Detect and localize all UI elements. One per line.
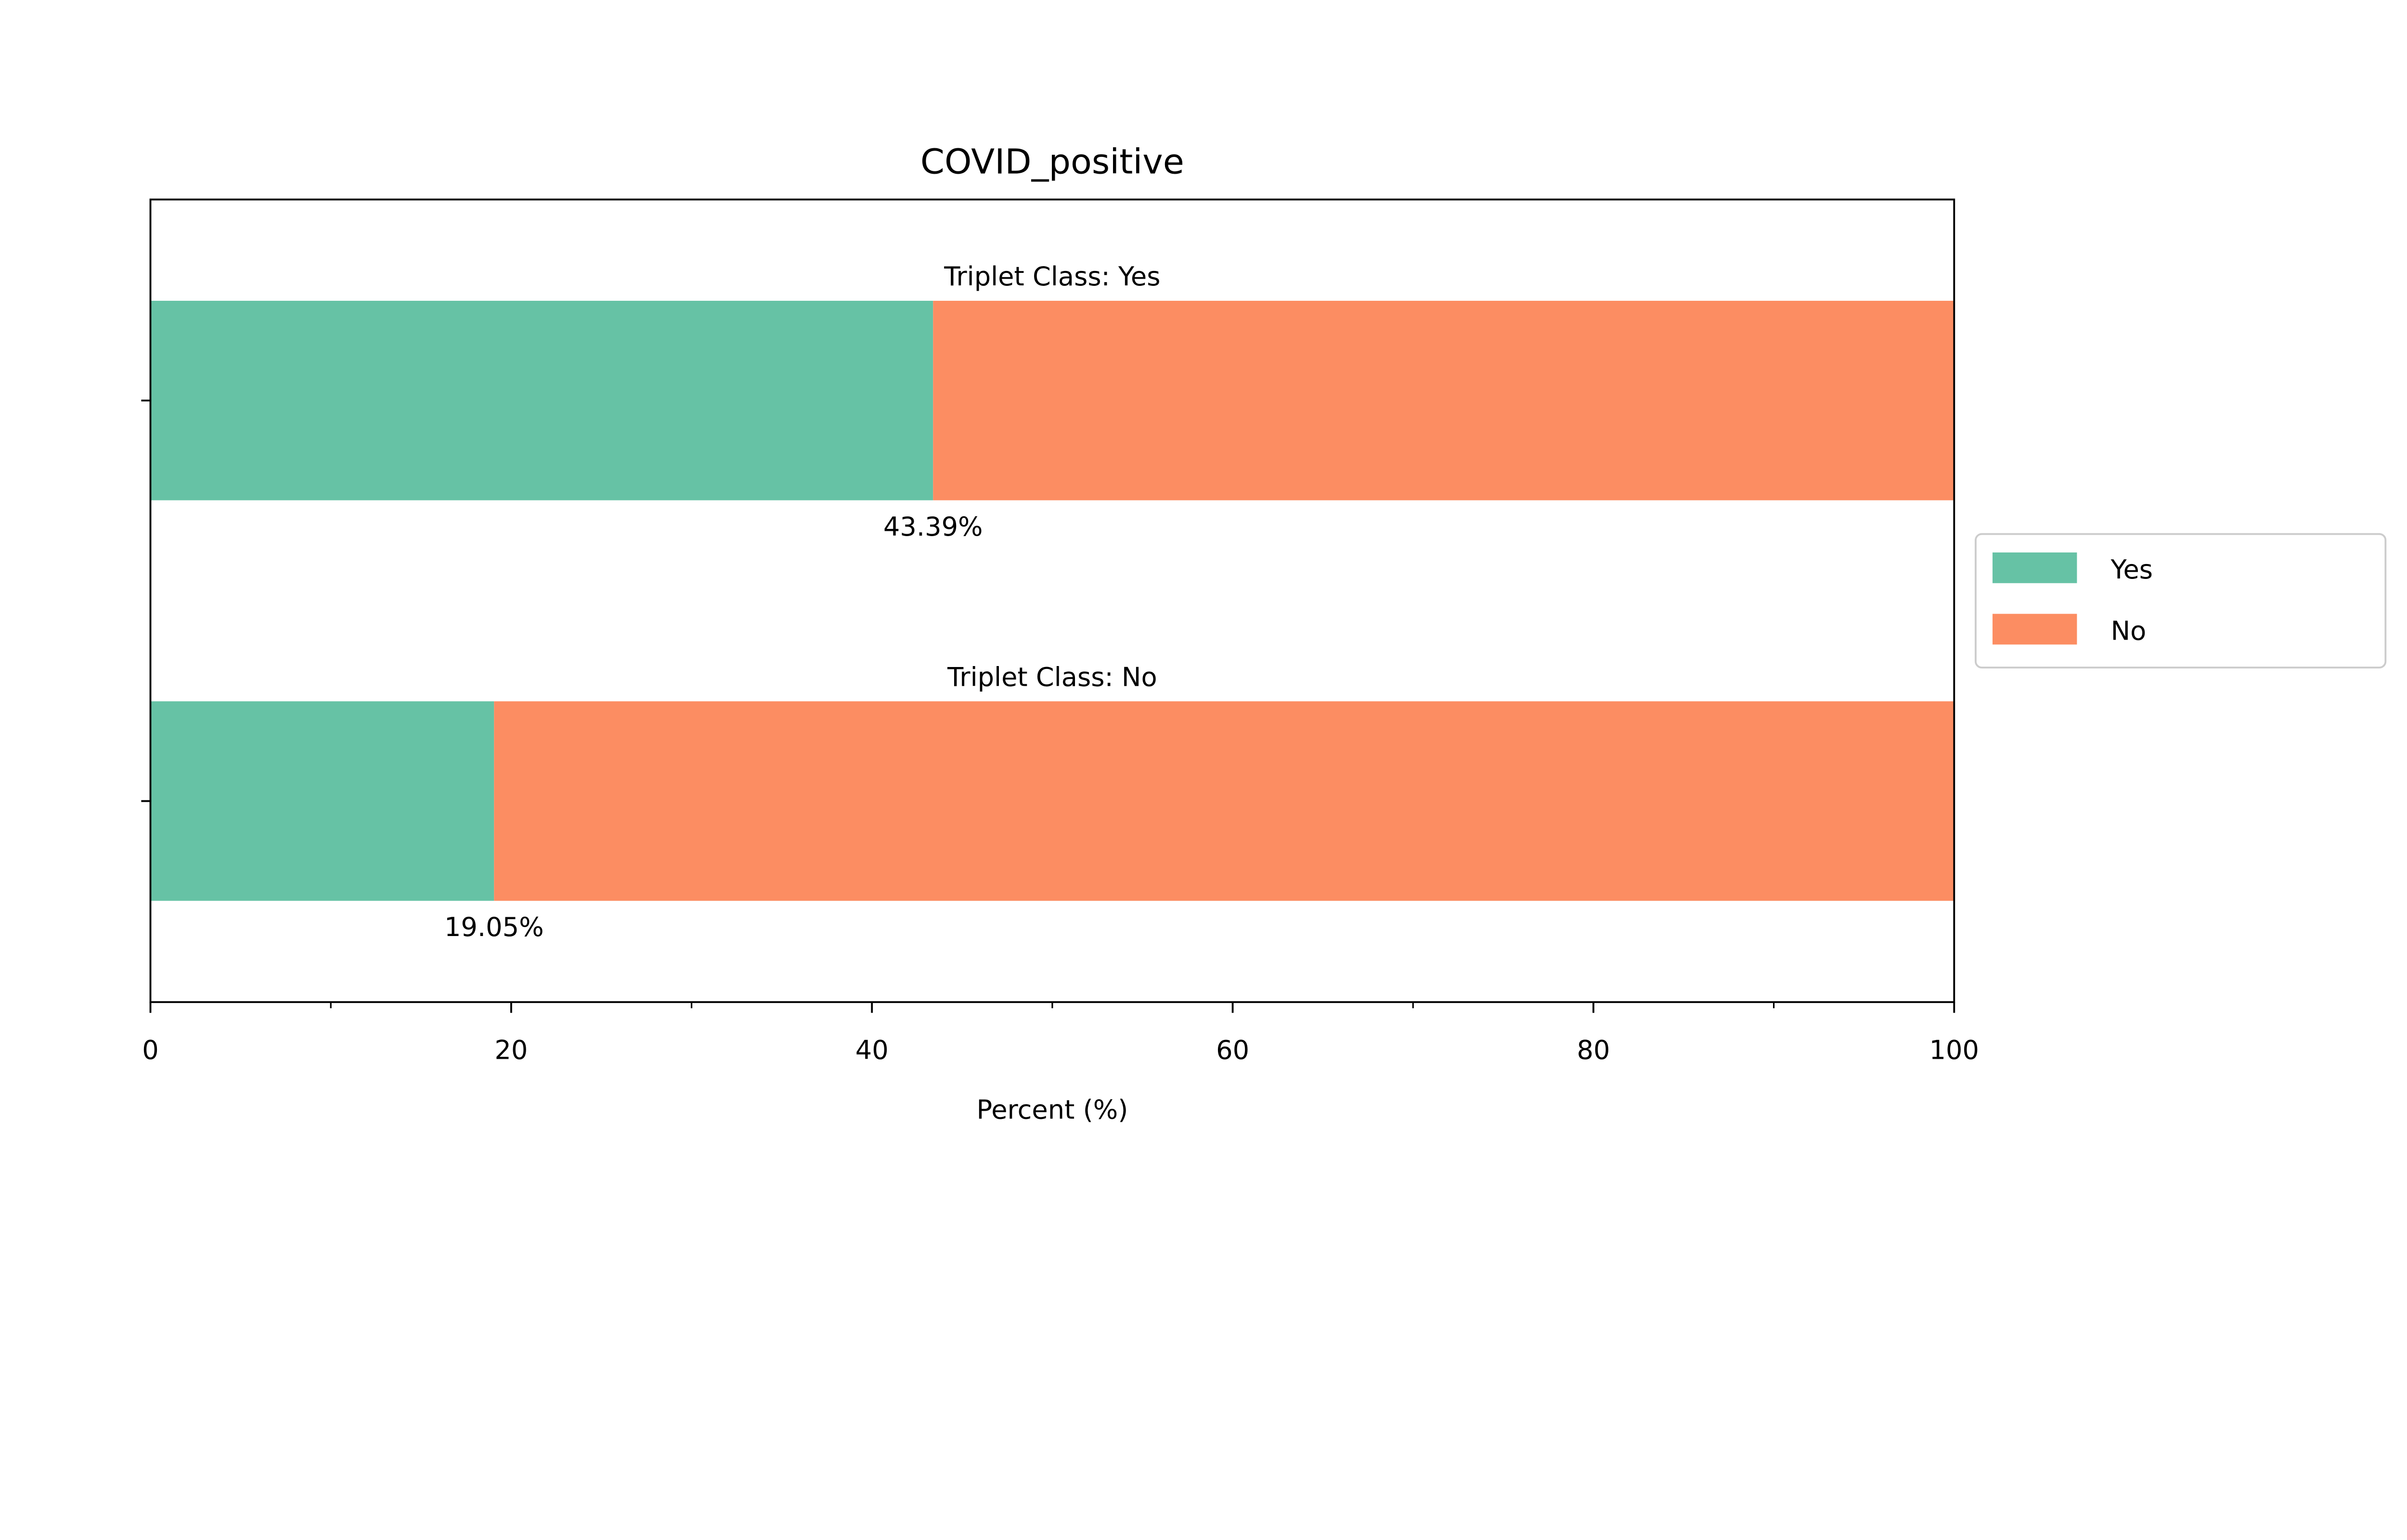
data-label: 43.39% bbox=[883, 512, 983, 542]
x-tick-label: 60 bbox=[1216, 1035, 1249, 1065]
category-label: Triplet Class: Yes bbox=[944, 261, 1160, 292]
legend-frame bbox=[1975, 533, 2387, 669]
stacked-bar-chart: COVID_positive Triplet Class: Yes 43.39% T… bbox=[141, 141, 2387, 1125]
legend-swatch-yes bbox=[1993, 552, 2077, 583]
x-tick-label: 20 bbox=[494, 1035, 528, 1065]
legend-label: Yes bbox=[2110, 554, 2153, 585]
bar-yes bbox=[150, 701, 494, 901]
x-tick-label: 40 bbox=[855, 1035, 889, 1065]
category-label: Triplet Class: No bbox=[947, 662, 1157, 692]
legend-swatch-no bbox=[1993, 614, 2077, 645]
legend-label: No bbox=[2111, 616, 2147, 646]
x-axis-label: Percent (%) bbox=[976, 1095, 1128, 1125]
bar-no bbox=[494, 701, 1954, 901]
legend: Yes No bbox=[1975, 533, 2387, 669]
x-tick-label: 80 bbox=[1577, 1035, 1610, 1065]
data-label: 19.05% bbox=[444, 912, 544, 942]
x-tick-label: 100 bbox=[1929, 1035, 1979, 1065]
x-tick-label: 0 bbox=[142, 1035, 158, 1065]
bar-no bbox=[933, 301, 1954, 500]
chart-title: COVID_positive bbox=[920, 141, 1184, 181]
bar-yes bbox=[150, 301, 933, 500]
